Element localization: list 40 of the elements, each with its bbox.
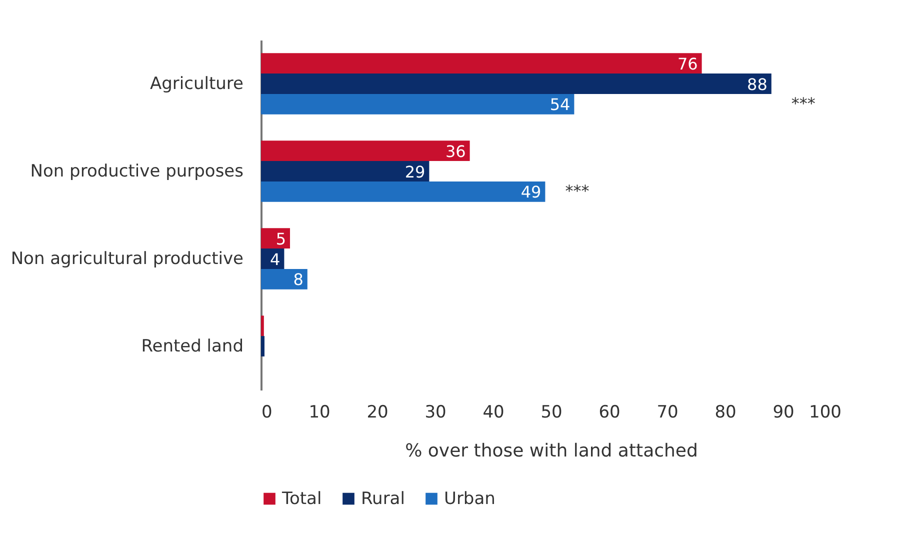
data-label: 54: [550, 95, 570, 114]
x-tick-label: 80: [714, 402, 736, 422]
bar: [261, 316, 264, 336]
bar: [261, 228, 290, 249]
x-tick-label: 30: [424, 402, 446, 422]
legend-label: Rural: [361, 488, 405, 509]
bar: [261, 268, 308, 290]
bar: [261, 74, 772, 94]
y-tick-label: Non agricultural productive: [10, 248, 244, 269]
annotation: ***: [791, 94, 816, 113]
data-label: 49: [520, 182, 542, 202]
x-tick-label: 70: [656, 402, 678, 422]
x-tick-label: 60: [598, 402, 620, 422]
legend-label: Total: [281, 488, 322, 509]
y-tick-label: Non productive purposes: [30, 161, 244, 182]
data-label: 76: [677, 54, 698, 74]
bar: [261, 53, 702, 74]
legend-label: Urban: [444, 488, 496, 509]
x-tick-label: 50: [540, 402, 562, 422]
bar: [261, 94, 574, 114]
x-tick-label: 20: [366, 402, 388, 422]
data-label: 4: [270, 250, 280, 269]
x-tick-label: 90: [772, 402, 794, 422]
x-tick-label: 100: [809, 402, 842, 422]
bar: [261, 140, 470, 162]
bar: [261, 336, 264, 356]
data-label: 36: [445, 142, 466, 161]
y-tick-label: Agriculture: [150, 74, 244, 94]
x-tick-label: 10: [308, 402, 330, 422]
bar: [261, 161, 430, 182]
data-label: 8: [293, 270, 304, 290]
x-tick-label: 40: [482, 402, 504, 422]
y-tick-label: Rented land: [141, 336, 244, 356]
data-label: 29: [404, 162, 426, 182]
data-label: 5: [276, 229, 286, 248]
x-tick-label: 0: [262, 402, 272, 422]
x-axis-title: % over those with land attached: [405, 440, 698, 462]
bar: [261, 181, 546, 202]
annotation: ***: [565, 181, 590, 200]
data-label: 88: [747, 74, 768, 94]
